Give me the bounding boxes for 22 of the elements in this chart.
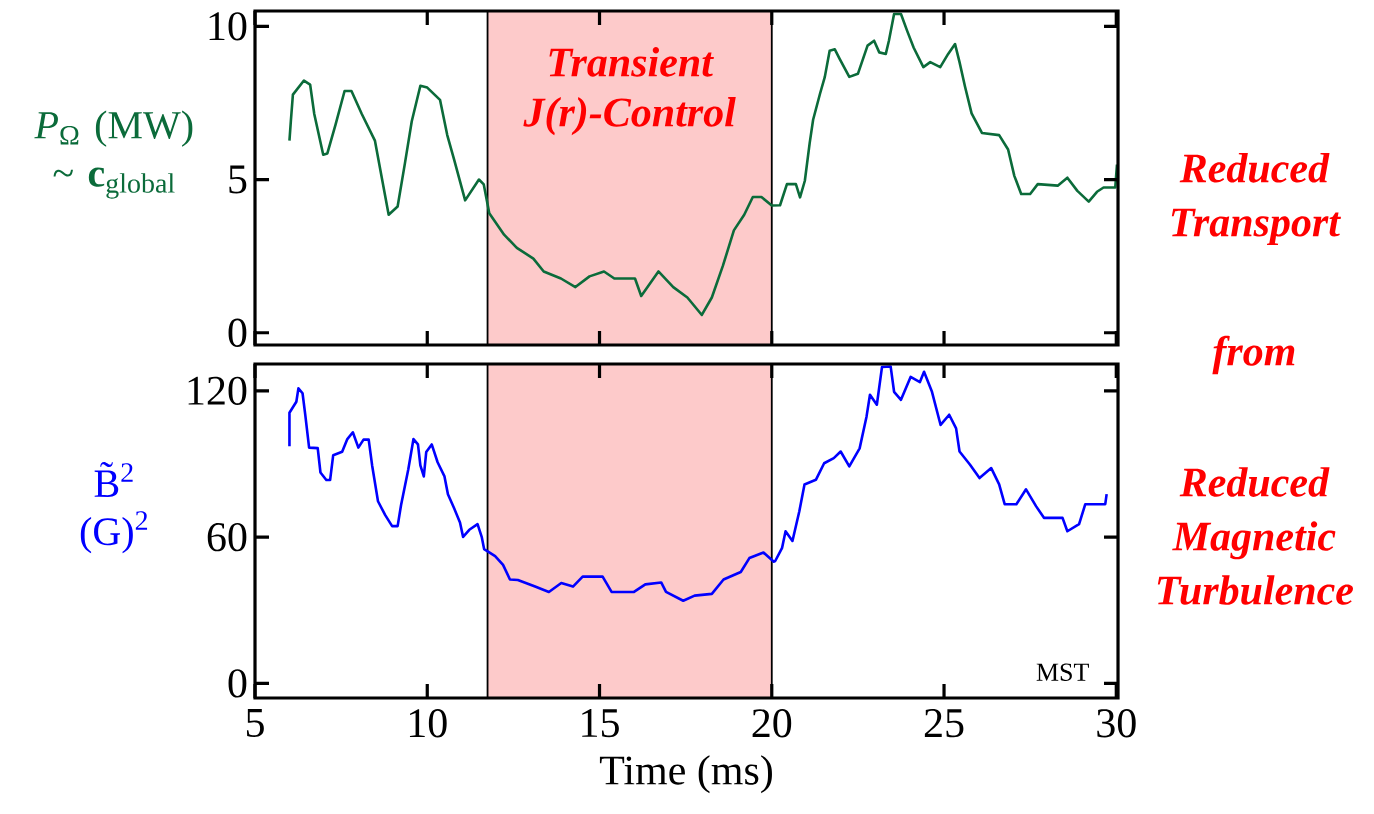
y-tick-label: 5 xyxy=(229,165,247,194)
y-tick-label: 0 xyxy=(228,318,247,347)
y-axis-title: P$_{Ω}$ (MW) ~ c$_{global}$ xyxy=(34,110,193,199)
text: from xyxy=(1212,335,1295,375)
x-tick-label: 5 xyxy=(246,709,264,737)
y-tick-label: 120 xyxy=(188,376,247,405)
text: Reduced Transport xyxy=(1171,153,1341,246)
text: B̃$^{2}$ (G)$^{2}$ xyxy=(80,461,148,554)
x-tick-label: 10 xyxy=(409,709,447,738)
x-tick-label: 15 xyxy=(582,709,619,738)
line-series xyxy=(288,365,1108,603)
y-tick-label: 10 xyxy=(209,12,247,41)
annotation: MST xyxy=(1036,663,1089,681)
y-tick-label: 0 xyxy=(228,669,247,698)
x-tick-label: 30 xyxy=(1097,709,1136,738)
band-label: Transient J(r)-Control xyxy=(523,47,736,136)
y-tick-label: 60 xyxy=(207,522,247,552)
x-axis-title: Time (ms) xyxy=(599,755,772,794)
x-tick-label: 25 xyxy=(924,709,964,738)
text: Reduced Magnetic Turbulence xyxy=(1157,467,1354,605)
x-tick-label: 20 xyxy=(752,709,792,738)
line-series xyxy=(288,12,1119,317)
